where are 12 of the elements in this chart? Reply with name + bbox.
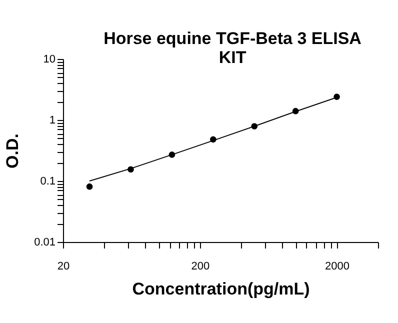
y-tick-label: 0.01: [34, 236, 56, 248]
y-tick-label: 1: [49, 114, 56, 126]
chart-title: Horse equine TGF-Beta 3 ELISA KIT: [104, 29, 362, 67]
x-axis-title: Concentration(pg/mL): [132, 280, 310, 298]
x-tick-label: 200: [191, 260, 210, 272]
point: [86, 183, 93, 190]
x-tick-label: 20: [57, 260, 70, 272]
y-axis-title: O.D.: [3, 134, 22, 168]
y-tick-label: 10: [43, 54, 56, 66]
y-tick-label: 0.1: [40, 176, 56, 188]
point: [334, 94, 340, 100]
x-tick-label: 2000: [325, 260, 350, 272]
